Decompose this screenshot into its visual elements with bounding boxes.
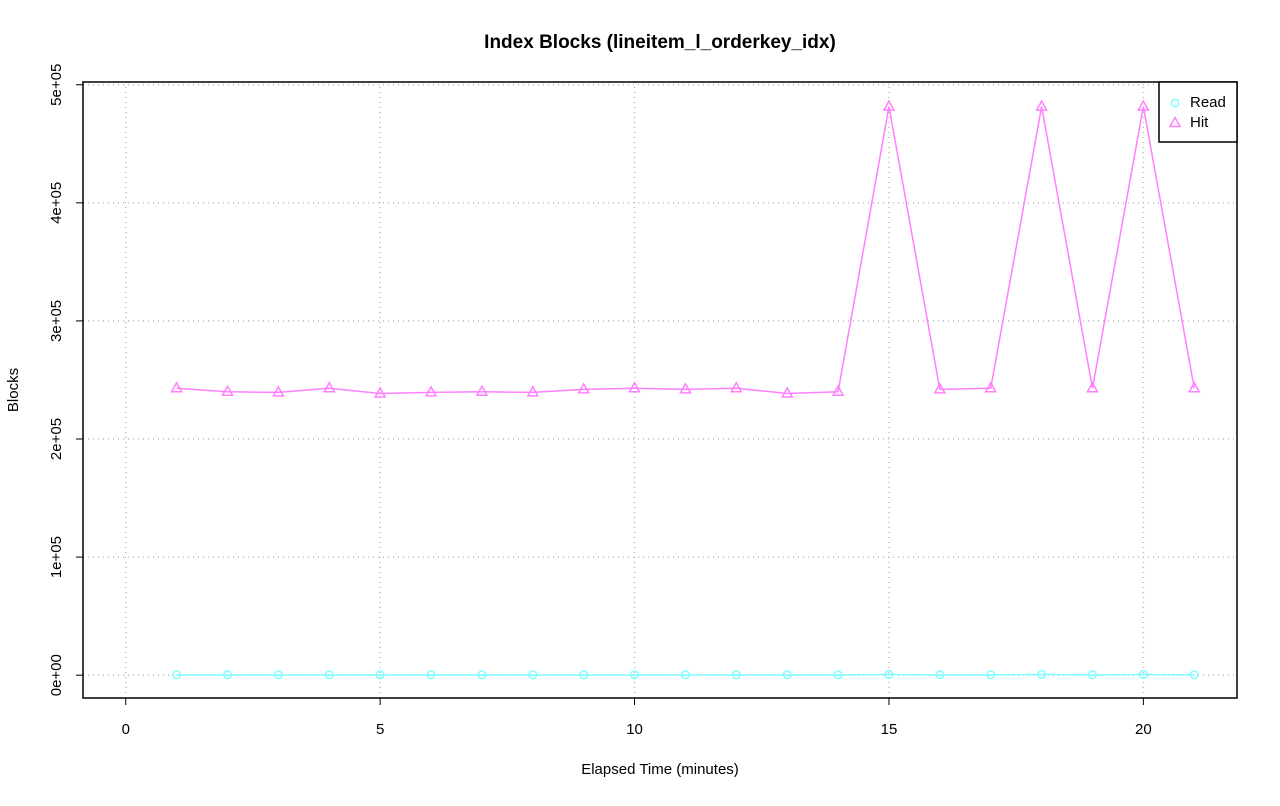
x-tick-label: 15 [881,721,898,738]
x-tick-label: 0 [122,721,130,738]
triangle-marker [528,387,538,396]
chart-title: Index Blocks (lineitem_l_orderkey_idx) [484,32,836,53]
y-axis-title: Blocks [5,368,22,412]
y-tick-label: 4e+05 [48,182,65,224]
triangle-marker [680,384,690,393]
triangle-marker [324,383,334,392]
triangle-marker [426,387,436,396]
triangle-marker [172,383,182,392]
x-tick-label: 10 [626,721,643,738]
legend-box [1159,82,1237,142]
y-tick-label: 5e+05 [48,64,65,106]
triangle-marker [731,383,741,392]
triangle-marker [579,384,589,393]
y-tick-label: 3e+05 [48,300,65,342]
y-tick-label: 1e+05 [48,536,65,578]
series-line [177,107,1195,394]
triangle-marker [477,386,487,395]
legend-label: Read [1190,94,1226,111]
x-tick-label: 20 [1135,721,1152,738]
x-axis-title: Elapsed Time (minutes) [581,761,739,778]
plot-frame [83,82,1237,698]
y-tick-label: 0e+00 [48,654,65,696]
x-tick-label: 5 [376,721,384,738]
y-tick-label: 2e+05 [48,418,65,460]
legend-label: Hit [1190,114,1209,131]
triangle-marker [223,386,233,395]
